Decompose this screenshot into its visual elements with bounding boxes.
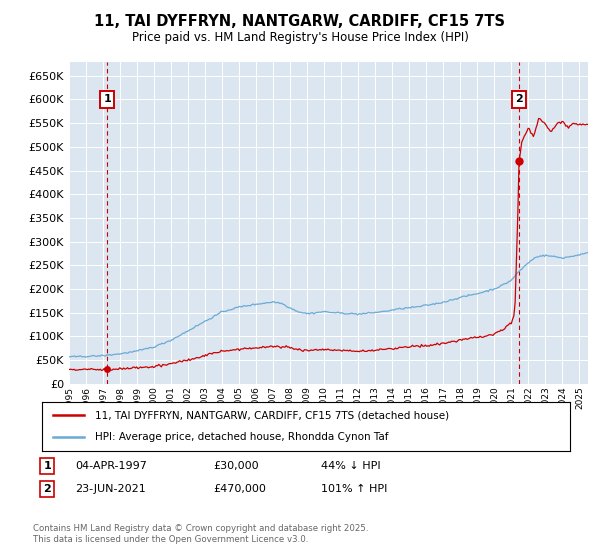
Text: 101% ↑ HPI: 101% ↑ HPI — [321, 484, 388, 494]
Text: 11, TAI DYFFRYN, NANTGARW, CARDIFF, CF15 7TS: 11, TAI DYFFRYN, NANTGARW, CARDIFF, CF15… — [95, 14, 505, 29]
Text: 44% ↓ HPI: 44% ↓ HPI — [321, 461, 380, 471]
Text: 11, TAI DYFFRYN, NANTGARW, CARDIFF, CF15 7TS (detached house): 11, TAI DYFFRYN, NANTGARW, CARDIFF, CF15… — [95, 410, 449, 421]
Text: Price paid vs. HM Land Registry's House Price Index (HPI): Price paid vs. HM Land Registry's House … — [131, 31, 469, 44]
Text: 23-JUN-2021: 23-JUN-2021 — [75, 484, 146, 494]
Text: 2: 2 — [515, 95, 523, 105]
Text: £470,000: £470,000 — [213, 484, 266, 494]
Text: £30,000: £30,000 — [213, 461, 259, 471]
Text: Contains HM Land Registry data © Crown copyright and database right 2025.
This d: Contains HM Land Registry data © Crown c… — [33, 524, 368, 544]
Text: 1: 1 — [43, 461, 51, 471]
Text: 04-APR-1997: 04-APR-1997 — [75, 461, 147, 471]
Text: 2: 2 — [43, 484, 51, 494]
Text: 1: 1 — [103, 95, 111, 105]
Text: HPI: Average price, detached house, Rhondda Cynon Taf: HPI: Average price, detached house, Rhon… — [95, 432, 388, 442]
